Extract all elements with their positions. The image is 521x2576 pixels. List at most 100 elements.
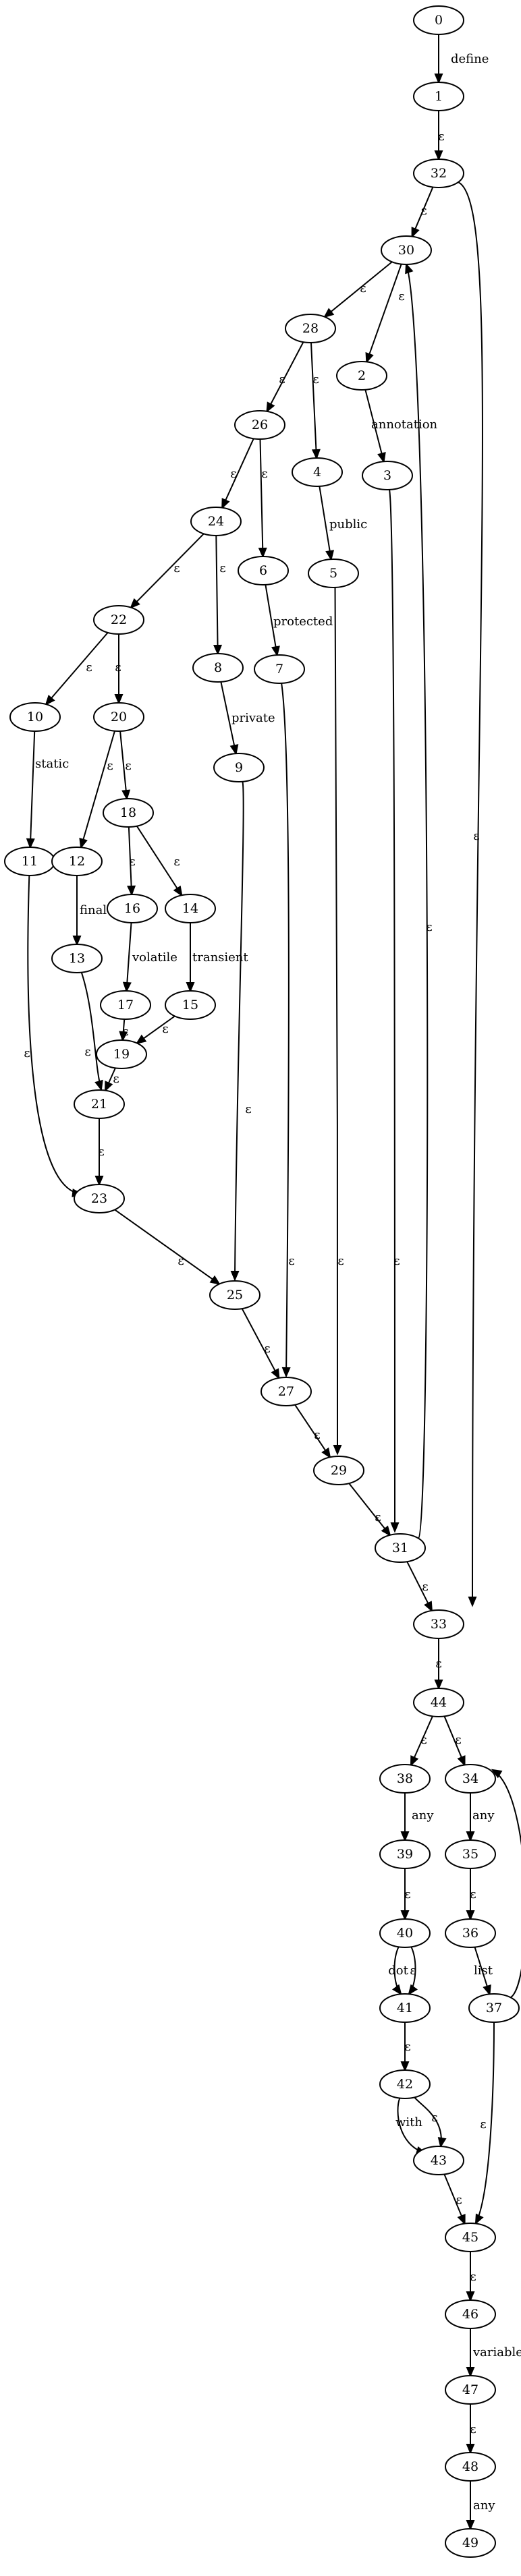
- edge-label: ε: [219, 561, 225, 575]
- edge-line: [130, 533, 204, 608]
- arrowhead: [229, 744, 239, 755]
- state-ellipse: [74, 1089, 125, 1119]
- arrowhead: [94, 1176, 104, 1186]
- edge-22-to-20: ε: [114, 634, 124, 705]
- edge-label: ε: [337, 1254, 344, 1268]
- state-node-36: 36: [445, 1918, 496, 1948]
- arrowhead: [186, 982, 195, 993]
- state-ellipse: [413, 1609, 464, 1639]
- edge-42-to-43: with: [395, 2098, 427, 2155]
- state-node-13: 13: [51, 944, 103, 973]
- state-node-23: 23: [74, 1184, 125, 1213]
- arrowhead: [127, 885, 136, 896]
- state-label: 44: [431, 1695, 447, 1710]
- edge-line: [80, 972, 102, 1090]
- arrowhead: [311, 449, 321, 460]
- edge-label: ε: [431, 2111, 437, 2125]
- state-label: 13: [69, 951, 85, 966]
- state-node-32: 32: [413, 159, 464, 188]
- arrowhead: [457, 1755, 466, 1767]
- state-ellipse: [9, 702, 61, 732]
- state-ellipse: [468, 1993, 520, 2023]
- edge-label: ε: [177, 1254, 184, 1268]
- edge-11-to-23: ε: [24, 875, 83, 1198]
- state-ellipse: [445, 2452, 496, 2482]
- state-node-34: 34: [445, 1764, 496, 1794]
- state-label: 26: [252, 418, 268, 432]
- arrowhead: [213, 644, 223, 656]
- state-label: 40: [397, 1926, 413, 1941]
- edge-line: [364, 389, 385, 462]
- edge-20-to-18: ε: [119, 731, 132, 801]
- state-ellipse: [165, 894, 216, 923]
- edge-25-to-27: ε: [241, 1308, 280, 1380]
- edge-40-to-41: dot: [388, 1946, 409, 1996]
- arrowhead: [400, 2061, 410, 2072]
- edges-layer: define ε ε ε ε ε ε ε annotation ε ε public ε ε ε protec…: [24, 34, 521, 2531]
- state-node-25: 25: [209, 1280, 260, 1310]
- edge-label: volatile: [132, 950, 177, 965]
- edge-26-to-24: ε: [221, 438, 254, 510]
- edge-15-to-19: ε: [135, 1015, 175, 1045]
- state-ellipse: [362, 461, 413, 490]
- state-node-15: 15: [165, 990, 216, 1020]
- state-node-4: 4: [292, 457, 343, 487]
- state-label: 23: [91, 1191, 107, 1206]
- edge-line: [310, 342, 318, 459]
- state-label: 46: [462, 2307, 478, 2322]
- arrowhead: [333, 1445, 342, 1456]
- edge-label: public: [329, 517, 367, 532]
- edge-line: [215, 535, 219, 654]
- edge-label: ε: [115, 660, 121, 675]
- arrowhead: [457, 2214, 466, 2225]
- state-node-5: 5: [308, 559, 359, 588]
- state-node-40: 40: [379, 1918, 431, 1948]
- state-label: 10: [27, 710, 43, 724]
- edge-label: list: [474, 1964, 493, 1978]
- edge-line: [334, 587, 338, 1454]
- edge-0-to-1: define: [434, 34, 489, 84]
- edge-label: any: [473, 2498, 495, 2513]
- edge-label: variable: [472, 2345, 521, 2359]
- arrowhead: [424, 1601, 433, 1613]
- state-node-45: 45: [445, 2223, 496, 2252]
- state-ellipse: [413, 2146, 464, 2175]
- edge-32-to-33: ε: [458, 181, 483, 1607]
- edge-4-to-5: public: [319, 486, 367, 561]
- edge-label: ε: [455, 1733, 461, 1747]
- state-label: 0: [435, 13, 443, 28]
- edge-44-to-38: ε: [410, 1715, 433, 1767]
- state-node-31: 31: [375, 1533, 426, 1563]
- state-node-14: 14: [165, 894, 216, 923]
- state-node-29: 29: [313, 1456, 364, 1485]
- edge-23-to-25: ε: [114, 1209, 221, 1286]
- edge-line: [389, 489, 395, 1532]
- edge-line: [27, 875, 82, 1195]
- arrowhead: [45, 695, 55, 706]
- state-ellipse: [93, 605, 144, 635]
- state-ellipse: [292, 457, 343, 487]
- edge-7-to-27: ε: [281, 683, 295, 1378]
- state-node-19: 19: [96, 1039, 147, 1069]
- state-ellipse: [445, 2528, 496, 2558]
- state-ellipse: [381, 235, 432, 265]
- arrowhead: [466, 2367, 475, 2378]
- edge-label: ε: [84, 1045, 90, 1059]
- state-node-20: 20: [93, 702, 144, 732]
- edge-line: [80, 731, 115, 848]
- arrowhead: [281, 1367, 291, 1378]
- edge-48-to-49: any: [466, 2481, 495, 2531]
- edge-24-to-8: ε: [213, 535, 226, 656]
- edge-14-to-15: transient: [186, 923, 248, 993]
- state-node-38: 38: [379, 1764, 431, 1794]
- edge-36-to-37: list: [474, 1947, 493, 1996]
- edge-line: [266, 341, 304, 412]
- edge-line: [241, 1308, 280, 1379]
- edge-line: [234, 781, 244, 1280]
- edge-label: final: [80, 903, 107, 917]
- edge-label: ε: [314, 1428, 320, 1442]
- arrowhead: [474, 2213, 484, 2225]
- state-node-27: 27: [260, 1377, 312, 1406]
- state-ellipse: [165, 990, 216, 1020]
- state-ellipse: [379, 1993, 431, 2023]
